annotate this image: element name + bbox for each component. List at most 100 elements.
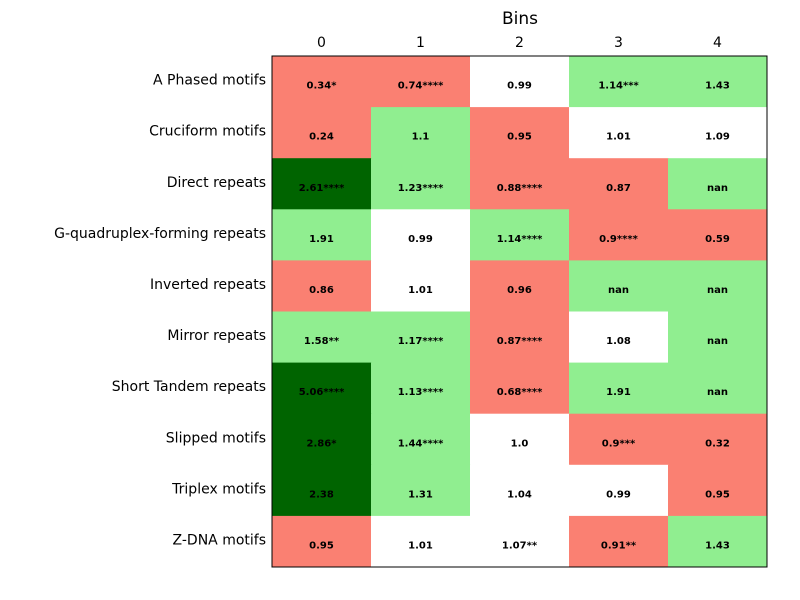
- row-label: Cruciform motifs: [149, 124, 266, 140]
- heatmap-cell: [569, 464, 669, 517]
- cell-value-label: 5.06****: [299, 387, 345, 398]
- cell-value-label: 2.86*: [307, 438, 338, 449]
- cell-value-label: 1.44****: [398, 438, 444, 449]
- cell-value-label: 1.07**: [502, 540, 538, 551]
- cell-value-label: 0.91**: [601, 540, 637, 551]
- heatmap-cell: [470, 515, 570, 568]
- column-tick-label: 2: [515, 35, 524, 51]
- heatmap-cell: [272, 362, 372, 415]
- heatmap-cell: [371, 209, 471, 261]
- cell-value-label: 0.88****: [497, 183, 543, 194]
- heatmap-cell: [668, 209, 768, 261]
- column-tick-label: 4: [713, 35, 722, 51]
- heatmap-cell: [668, 515, 768, 568]
- heatmap-cell: [569, 209, 669, 261]
- row-label: A Phased motifs: [153, 73, 266, 89]
- heatmap-cell: [371, 464, 471, 517]
- heatmap-cell: [569, 413, 669, 466]
- column-tick-label: 0: [317, 35, 326, 51]
- heatmap-cell: [668, 464, 768, 517]
- heatmap-cell: [569, 362, 669, 415]
- cell-value-label: 1.01: [408, 540, 433, 551]
- heatmap-cell: [569, 56, 669, 108]
- row-label: Slipped motifs: [166, 430, 266, 446]
- plot-frame: [271, 55, 768, 568]
- cell-value-label: nan: [707, 336, 728, 347]
- cell-value-label: 0.95: [309, 540, 334, 551]
- cell-value-label: 0.86: [309, 285, 334, 296]
- heatmap-cell: [470, 260, 570, 312]
- row-label: Triplex motifs: [171, 481, 266, 497]
- row-label: Z-DNA motifs: [173, 532, 266, 548]
- heatmap-cell: [371, 260, 471, 312]
- cell-value-label: 0.74****: [398, 81, 444, 92]
- heatmap-cell: [470, 311, 570, 364]
- heatmap-cell: [668, 362, 768, 415]
- cell-value-label: 0.96: [507, 285, 532, 296]
- heatmap-cell: [371, 413, 471, 466]
- cell-value-label: 0.95: [705, 489, 730, 500]
- cell-value-label: 0.99: [507, 81, 532, 92]
- cell-value-label: 1.58**: [304, 336, 340, 347]
- cell-value-label: 1.13****: [398, 387, 444, 398]
- heatmap-cell: [371, 362, 471, 415]
- heatmap-cell: [569, 515, 669, 568]
- cell-value-label: 2.38: [309, 489, 334, 500]
- cell-value-label: 1.43: [705, 540, 730, 551]
- heatmap-cell: [668, 311, 768, 364]
- cell-value-label: 1.14***: [598, 81, 639, 92]
- cell-value-label: 0.24: [309, 132, 334, 143]
- cell-value-label: 1.04: [507, 489, 532, 500]
- heatmap-cell: [371, 107, 471, 159]
- cell-value-label: 0.34*: [307, 81, 338, 92]
- heatmap-cell: [569, 260, 669, 312]
- heatmap-cell: [371, 515, 471, 568]
- heatmap-cell: [272, 107, 372, 159]
- heatmap-cell: [272, 260, 372, 312]
- cell-value-label: 1.09: [705, 132, 730, 143]
- cell-value-label: 1.01: [606, 132, 631, 143]
- heatmap-cell: [272, 515, 372, 568]
- heatmap-cell: [272, 209, 372, 261]
- heatmap-cell: [470, 56, 570, 108]
- row-label: G-quadruplex-forming repeats: [54, 226, 266, 242]
- heatmap-cell: [668, 56, 768, 108]
- heatmap-cell: [272, 311, 372, 364]
- cell-value-label: 0.99: [606, 489, 631, 500]
- cell-value-label: 0.59: [705, 234, 730, 245]
- cell-value-label: 0.87: [606, 183, 631, 194]
- cell-value-label: 1.17****: [398, 336, 444, 347]
- heatmap-cell: [272, 56, 372, 108]
- cell-value-label: 1.14****: [497, 234, 543, 245]
- cell-value-label: 0.68****: [497, 387, 543, 398]
- cell-value-label: 1.1: [412, 132, 430, 143]
- heatmap-cells: [272, 56, 768, 568]
- cell-value-label: 2.61****: [299, 183, 345, 194]
- column-tick-label: 3: [614, 35, 623, 51]
- cell-value-label: 1.08: [606, 336, 631, 347]
- row-label: Inverted repeats: [150, 277, 266, 293]
- heatmap-cell: [371, 158, 471, 210]
- cell-value-label: 0.95: [507, 132, 532, 143]
- heatmap-cell: [470, 209, 570, 261]
- cell-value-label: 1.91: [606, 387, 631, 398]
- cell-value-label: 0.9***: [602, 438, 636, 449]
- heatmap-cell: [371, 56, 471, 108]
- cell-value-label: nan: [707, 387, 728, 398]
- column-labels: 0 1 2 3 4: [317, 35, 722, 51]
- row-label: Direct repeats: [167, 175, 266, 191]
- row-label: Short Tandem repeats: [112, 379, 266, 395]
- cell-value-label: 0.32: [705, 438, 730, 449]
- heatmap-cell: [470, 413, 570, 466]
- heatmap-cell-labels: 0.34* 0.74**** 0.99 1.14*** 1.43 0.24 1.1 0.95 1…: [299, 81, 730, 552]
- heatmap-cell: [470, 464, 570, 517]
- cell-value-label: 0.9****: [599, 234, 638, 245]
- cell-value-label: nan: [707, 285, 728, 296]
- row-labels: A Phased motifs Cruciform motifs Direct re…: [54, 73, 266, 549]
- heatmap-cell: [569, 158, 669, 210]
- cell-value-label: 1.0: [511, 438, 529, 449]
- heatmap-cell: [668, 413, 768, 466]
- cell-value-label: nan: [707, 183, 728, 194]
- heatmap-cell: [470, 158, 570, 210]
